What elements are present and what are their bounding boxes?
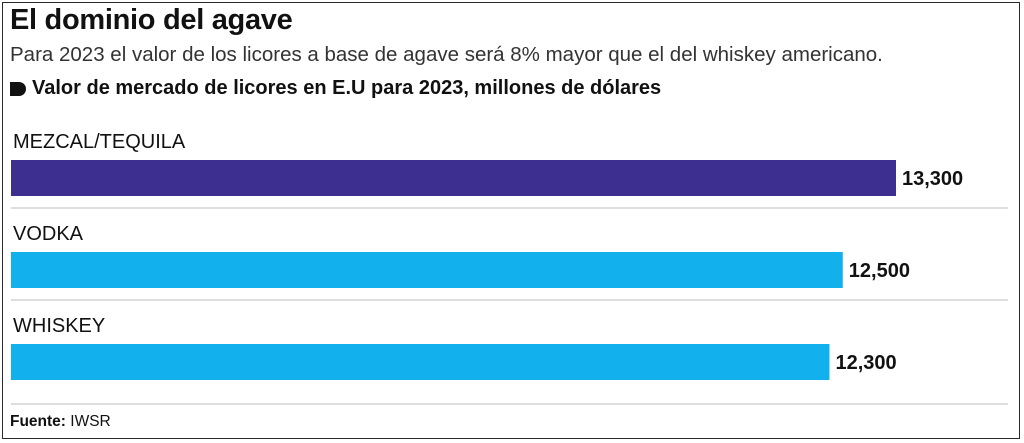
category-label: WHISKEY	[13, 315, 105, 337]
source-value: IWSR	[70, 413, 111, 430]
bar	[11, 252, 843, 288]
category-label: MEZCAL/TEQUILA	[13, 131, 186, 153]
value-label: 13,300	[902, 168, 963, 190]
bar	[11, 344, 830, 380]
arrow-marker-icon	[10, 81, 26, 96]
value-label: 12,300	[835, 352, 896, 374]
source-note: Fuente: IWSR	[10, 413, 111, 431]
chart-subtitle: Para 2023 el valor de los licores a base…	[10, 43, 883, 66]
series-description-text: Valor de mercado de licores en E.U para …	[32, 77, 662, 99]
bar	[11, 160, 896, 196]
chart-title: El dominio del agave	[10, 4, 293, 36]
value-label: 12,500	[849, 260, 910, 282]
series-description: Valor de mercado de licores en E.U para …	[10, 77, 661, 100]
source-key: Fuente:	[10, 413, 66, 430]
category-label: VODKA	[13, 223, 84, 245]
